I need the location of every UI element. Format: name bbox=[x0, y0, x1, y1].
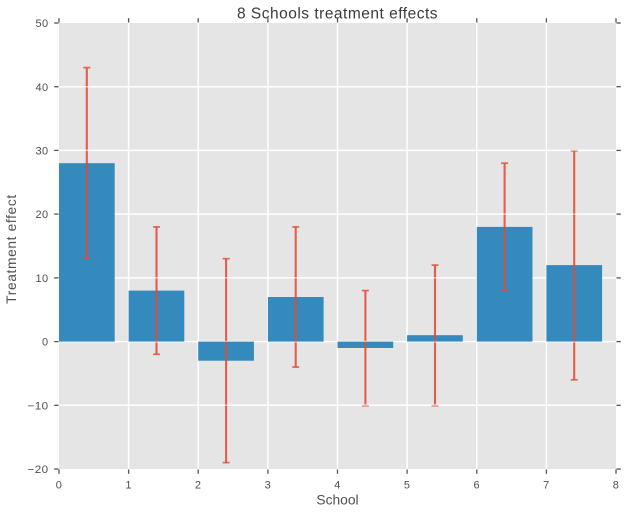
svg-text:0: 0 bbox=[56, 479, 63, 491]
svg-text:5: 5 bbox=[404, 479, 411, 491]
svg-text:3: 3 bbox=[265, 479, 272, 491]
svg-text:7: 7 bbox=[543, 479, 550, 491]
svg-text:Treatment effect: Treatment effect bbox=[4, 194, 19, 304]
svg-text:4: 4 bbox=[334, 479, 341, 491]
svg-text:8: 8 bbox=[613, 479, 620, 491]
svg-text:40: 40 bbox=[35, 82, 48, 94]
svg-text:10: 10 bbox=[35, 273, 48, 285]
svg-text:8 Schools treatment effects: 8 Schools treatment effects bbox=[237, 5, 438, 22]
svg-text:School: School bbox=[316, 493, 358, 508]
svg-text:1: 1 bbox=[125, 479, 132, 491]
svg-text:−20: −20 bbox=[28, 464, 49, 476]
svg-text:2: 2 bbox=[195, 479, 202, 491]
svg-text:50: 50 bbox=[35, 18, 48, 30]
svg-text:6: 6 bbox=[474, 479, 481, 491]
svg-text:−10: −10 bbox=[28, 400, 49, 412]
svg-text:0: 0 bbox=[42, 337, 49, 349]
svg-text:20: 20 bbox=[35, 209, 48, 221]
svg-text:30: 30 bbox=[35, 146, 48, 158]
